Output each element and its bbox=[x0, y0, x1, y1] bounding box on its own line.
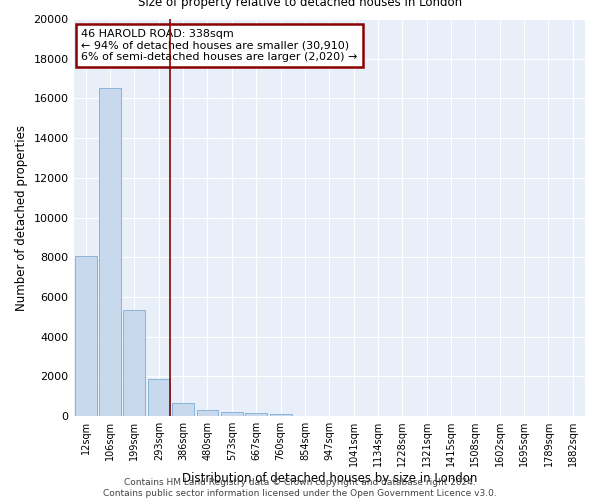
Bar bbox=[197, 410, 218, 416]
Bar bbox=[172, 402, 194, 416]
Bar bbox=[148, 380, 170, 416]
Bar bbox=[221, 412, 243, 416]
Text: 46 HAROLD ROAD: 338sqm
← 94% of detached houses are smaller (30,910)
6% of semi-: 46 HAROLD ROAD: 338sqm ← 94% of detached… bbox=[81, 29, 358, 62]
Text: Size of property relative to detached houses in London: Size of property relative to detached ho… bbox=[138, 0, 462, 9]
Bar bbox=[245, 413, 267, 416]
Bar bbox=[269, 414, 292, 416]
X-axis label: Distribution of detached houses by size in London: Distribution of detached houses by size … bbox=[182, 472, 477, 485]
Y-axis label: Number of detached properties: Number of detached properties bbox=[15, 124, 28, 310]
Bar bbox=[75, 256, 97, 416]
Text: Contains HM Land Registry data © Crown copyright and database right 2024.
Contai: Contains HM Land Registry data © Crown c… bbox=[103, 478, 497, 498]
Bar bbox=[124, 310, 145, 416]
Bar bbox=[99, 88, 121, 416]
